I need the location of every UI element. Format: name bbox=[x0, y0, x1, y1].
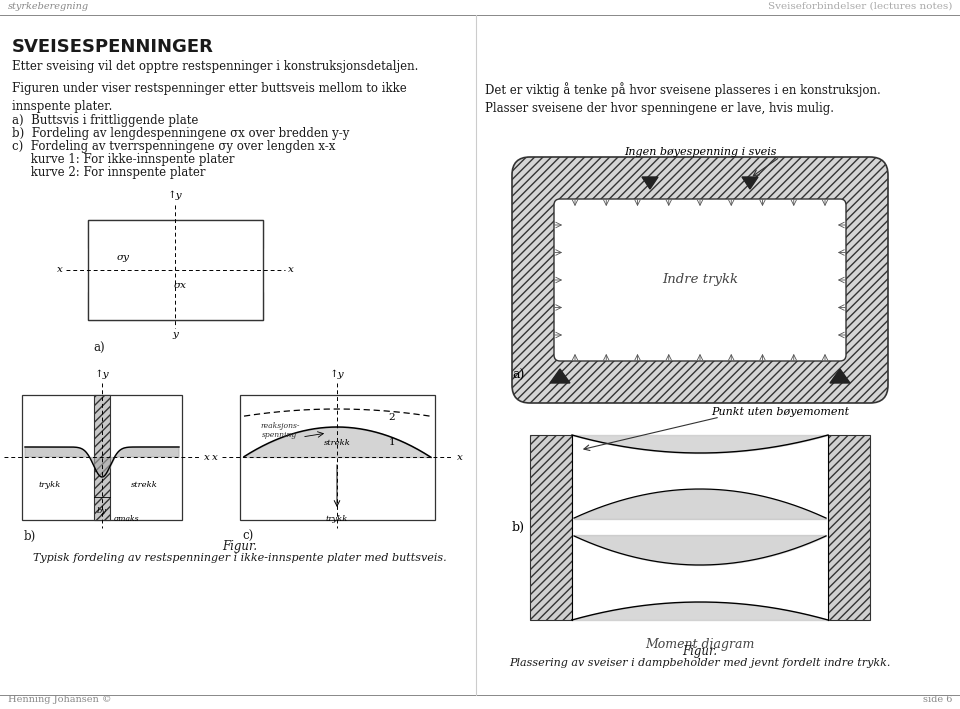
Text: reaksjons-
spenning: reaksjons- spenning bbox=[260, 422, 300, 439]
Text: σx: σx bbox=[174, 281, 186, 289]
Text: b): b) bbox=[512, 520, 525, 533]
Polygon shape bbox=[642, 177, 658, 189]
Text: a)  Buttsvis i frittliggende plate: a) Buttsvis i frittliggende plate bbox=[12, 114, 199, 127]
Bar bbox=[22, 395, 182, 520]
Text: side 6: side 6 bbox=[923, 695, 952, 704]
Text: Moment diagram: Moment diagram bbox=[645, 638, 755, 651]
Text: Punkt uten bøyemoment: Punkt uten bøyemoment bbox=[711, 407, 849, 417]
Text: trykk: trykk bbox=[325, 515, 348, 523]
Text: x: x bbox=[288, 265, 294, 274]
Bar bbox=[165, 248, 185, 292]
Bar bbox=[828, 435, 870, 620]
Text: y: y bbox=[172, 330, 178, 339]
Bar bbox=[88, 220, 263, 320]
Polygon shape bbox=[830, 369, 850, 383]
Text: x: x bbox=[212, 452, 218, 462]
Text: c): c) bbox=[242, 530, 253, 543]
Text: Ingen bøyespenning i sveis: Ingen bøyespenning i sveis bbox=[624, 147, 777, 157]
Text: trykk: trykk bbox=[38, 481, 61, 489]
Text: Det er viktig å tenke på hvor sveisene plasseres i en konstruksjon.
Plasser svei: Det er viktig å tenke på hvor sveisene p… bbox=[485, 82, 880, 115]
Text: x: x bbox=[457, 452, 463, 462]
Text: strekk: strekk bbox=[324, 439, 350, 447]
Text: SVEISESPENNINGER: SVEISESPENNINGER bbox=[12, 38, 214, 56]
Bar bbox=[88, 248, 165, 292]
Text: Typisk fordeling av restspenninger i ikke-innspente plater med buttsveis.: Typisk fordeling av restspenninger i ikk… bbox=[34, 553, 446, 563]
Text: ↑y: ↑y bbox=[329, 369, 345, 379]
Text: kurve 1: For ikke-innspente plater: kurve 1: For ikke-innspente plater bbox=[12, 153, 234, 166]
Text: 2: 2 bbox=[389, 413, 396, 422]
Text: kurve 2: For innspente plater: kurve 2: For innspente plater bbox=[12, 166, 205, 179]
Text: by: by bbox=[97, 507, 108, 515]
Text: Indre trykk: Indre trykk bbox=[662, 274, 738, 286]
Text: Figur.: Figur. bbox=[683, 645, 717, 658]
Text: a): a) bbox=[93, 342, 105, 355]
FancyBboxPatch shape bbox=[554, 199, 846, 361]
Text: σy: σy bbox=[116, 254, 130, 262]
Polygon shape bbox=[550, 369, 570, 383]
Polygon shape bbox=[742, 177, 758, 189]
FancyBboxPatch shape bbox=[512, 157, 888, 403]
Text: σmaks: σmaks bbox=[114, 515, 139, 523]
Text: b)  Fordeling av lengdespenningene σx over bredden y-y: b) Fordeling av lengdespenningene σx ove… bbox=[12, 127, 349, 140]
Text: Plassering av sveiser i dampbeholder med jevnt fordelt indre trykk.: Plassering av sveiser i dampbeholder med… bbox=[510, 658, 891, 668]
Text: ↑y: ↑y bbox=[95, 369, 109, 379]
Bar bbox=[88, 220, 263, 248]
Text: Sveiseforbindelser (lectures notes): Sveiseforbindelser (lectures notes) bbox=[768, 2, 952, 11]
Text: strekk: strekk bbox=[131, 481, 157, 489]
Text: a): a) bbox=[513, 369, 525, 381]
Text: Figur.: Figur. bbox=[223, 540, 257, 553]
Text: Figuren under viser restspenninger etter buttsveis mellom to ikke
innspente plat: Figuren under viser restspenninger etter… bbox=[12, 82, 407, 113]
Text: 1: 1 bbox=[389, 438, 396, 447]
Text: Henning Johansen ©: Henning Johansen © bbox=[8, 695, 111, 704]
Text: b): b) bbox=[24, 530, 36, 543]
Bar bbox=[94, 395, 110, 520]
Bar bbox=[88, 292, 263, 320]
Text: c)  Fordeling av tverrspenningene σy over lengden x-x: c) Fordeling av tverrspenningene σy over… bbox=[12, 140, 335, 153]
Text: styrkeberegning: styrkeberegning bbox=[8, 2, 89, 11]
Bar bbox=[240, 395, 435, 520]
Text: ↑y: ↑y bbox=[168, 191, 182, 200]
Bar bbox=[185, 248, 263, 292]
Bar bbox=[530, 435, 572, 620]
Text: x: x bbox=[58, 265, 63, 274]
Text: x: x bbox=[204, 452, 210, 462]
Text: Etter sveising vil det opptre restspenninger i konstruksjonsdetaljen.: Etter sveising vil det opptre restspenni… bbox=[12, 60, 419, 73]
Bar bbox=[572, 435, 828, 620]
